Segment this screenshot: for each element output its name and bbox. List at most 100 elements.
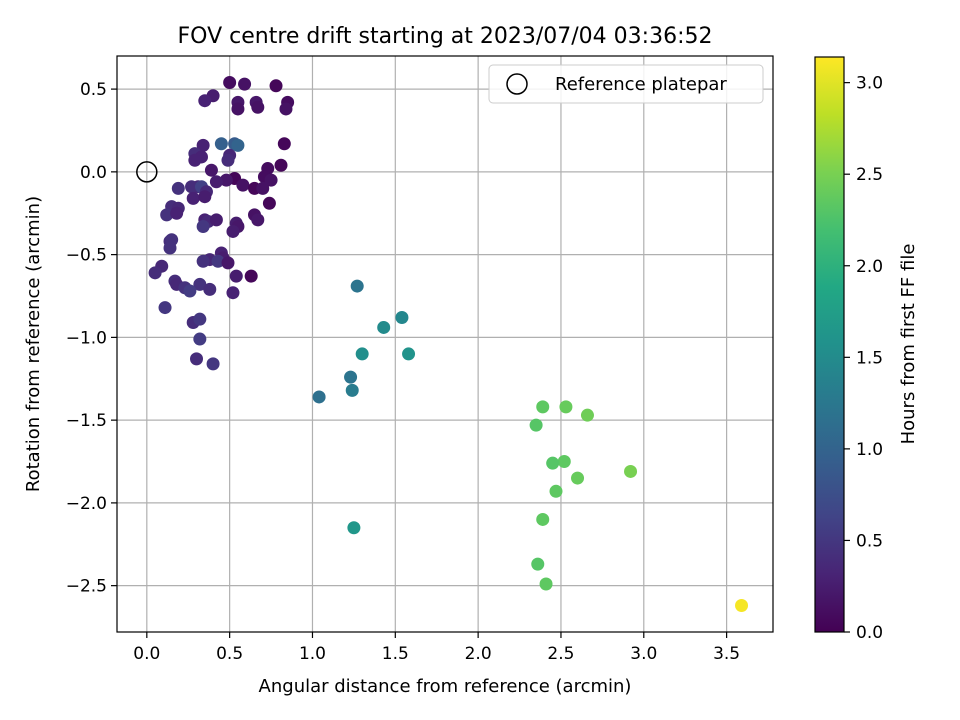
scatter-point bbox=[546, 456, 560, 470]
plot-area-frame bbox=[116, 55, 774, 633]
scatter-point bbox=[347, 521, 361, 535]
scatter-point bbox=[196, 254, 210, 268]
colorbar-gradient bbox=[815, 57, 844, 632]
y-tick-label: −1.0 bbox=[66, 328, 107, 348]
scatter-point bbox=[557, 455, 571, 469]
colorbar-tick-label: 1.5 bbox=[856, 348, 883, 368]
scatter-point bbox=[231, 102, 245, 116]
scatter-point bbox=[262, 196, 276, 210]
legend-entry-reference: Reference platepar bbox=[555, 74, 727, 95]
scatter-point bbox=[206, 357, 220, 371]
x-axis-ticks: 0.0 0.5 1.0 1.5 2.0 2.5 3.0 3.5 bbox=[133, 632, 740, 664]
x-tick-label: 1.0 bbox=[299, 644, 326, 664]
scatter-point bbox=[226, 286, 240, 300]
scatter-point bbox=[269, 79, 283, 93]
scatter-point bbox=[244, 269, 258, 283]
scatter-point bbox=[251, 100, 265, 114]
scatter-point bbox=[549, 484, 563, 498]
legend-box bbox=[488, 64, 764, 104]
scatter-point bbox=[221, 153, 235, 167]
legend-reference-marker bbox=[506, 73, 528, 95]
scatter-point bbox=[312, 390, 326, 404]
scatter-point bbox=[211, 254, 225, 268]
scatter-point bbox=[221, 256, 235, 270]
scatter-point bbox=[193, 312, 207, 326]
colorbar-tick-label: 2.5 bbox=[856, 165, 883, 185]
scatter-point bbox=[531, 557, 545, 571]
y-tick-label: −1.5 bbox=[66, 411, 107, 431]
scatter-point bbox=[345, 383, 359, 397]
y-tick-label: −2.0 bbox=[66, 494, 107, 514]
x-tick-label: 0.5 bbox=[216, 644, 243, 664]
scatter-point bbox=[395, 311, 409, 325]
y-tick-label: −0.5 bbox=[66, 246, 107, 266]
scatter-point bbox=[193, 277, 207, 291]
scatter-point bbox=[274, 158, 288, 172]
x-tick-label: 3.0 bbox=[630, 644, 657, 664]
scatter-point bbox=[402, 347, 416, 361]
chart-title: FOV centre drift starting at 2023/07/04 … bbox=[178, 24, 713, 49]
y-tick-label: 0.0 bbox=[80, 163, 107, 183]
colorbar-tick-label: 2.0 bbox=[856, 257, 883, 277]
scatter-point bbox=[350, 279, 364, 293]
scatter-point bbox=[355, 347, 369, 361]
scatter-point bbox=[580, 408, 594, 422]
scatter-point bbox=[539, 577, 553, 591]
scatter-point bbox=[536, 400, 550, 414]
scatter-point bbox=[559, 400, 573, 414]
scatter-point bbox=[377, 320, 391, 334]
scatter-point bbox=[238, 77, 252, 91]
scatter-point bbox=[171, 181, 185, 195]
scatter-point bbox=[203, 282, 217, 296]
scatter-point bbox=[209, 175, 223, 189]
y-axis-label: Rotation from reference (arcmin) bbox=[23, 196, 44, 492]
colorbar-tick-label: 0.0 bbox=[856, 623, 883, 643]
scatter-point bbox=[344, 370, 358, 384]
scatter-point bbox=[193, 332, 207, 346]
x-tick-label: 3.5 bbox=[713, 644, 740, 664]
scatter-point bbox=[735, 599, 749, 613]
scatter-point bbox=[264, 173, 278, 187]
x-tick-label: 0.0 bbox=[133, 644, 160, 664]
scatter-point bbox=[163, 241, 177, 255]
scatter-point bbox=[536, 512, 550, 526]
scatter-point bbox=[226, 224, 240, 238]
y-axis-ticks: 0.5 0.0 −0.5 −1.0 −1.5 −2.0 −2.5 bbox=[66, 80, 117, 597]
scatter-point bbox=[529, 418, 543, 432]
colorbar: 0.0 0.5 1.0 1.5 2.0 2.5 3.0 Hours from first F… bbox=[814, 56, 919, 643]
x-axis-label: Angular distance from reference (arcmin) bbox=[259, 676, 632, 697]
legend: Reference platepar bbox=[488, 64, 764, 104]
scatter-point bbox=[214, 137, 228, 151]
reference-platepar-marker bbox=[136, 161, 158, 183]
x-tick-label: 1.5 bbox=[382, 644, 409, 664]
grid-lines bbox=[117, 56, 773, 632]
scatter-point bbox=[188, 153, 202, 167]
scatter-point bbox=[185, 180, 199, 194]
scatter-point bbox=[186, 191, 200, 205]
scatter-point bbox=[190, 352, 204, 366]
scatter-point bbox=[219, 173, 233, 187]
scatter-point bbox=[229, 269, 243, 283]
colorbar-tick-label: 1.0 bbox=[856, 440, 883, 460]
scatter-point bbox=[158, 301, 172, 315]
scatter-point bbox=[223, 75, 237, 89]
scatter-point bbox=[148, 266, 162, 280]
y-tick-label: 0.5 bbox=[80, 80, 107, 100]
scatter-point bbox=[256, 181, 270, 195]
scatter-point bbox=[160, 208, 174, 222]
scatter-point bbox=[198, 190, 212, 204]
scatter-point bbox=[196, 219, 210, 233]
colorbar-ticks: 0.0 0.5 1.0 1.5 2.0 2.5 3.0 bbox=[844, 74, 883, 643]
scatter-point bbox=[279, 102, 293, 116]
colorbar-frame bbox=[814, 56, 845, 633]
y-tick-label: −2.5 bbox=[66, 577, 107, 597]
scatter-point bbox=[236, 178, 250, 192]
scatter-point bbox=[170, 206, 184, 220]
colorbar-tick-label: 3.0 bbox=[856, 74, 883, 94]
colorbar-tick-label: 0.5 bbox=[856, 531, 883, 551]
scatter-point bbox=[231, 138, 245, 152]
scatter-point bbox=[251, 213, 265, 227]
x-tick-label: 2.5 bbox=[547, 644, 574, 664]
